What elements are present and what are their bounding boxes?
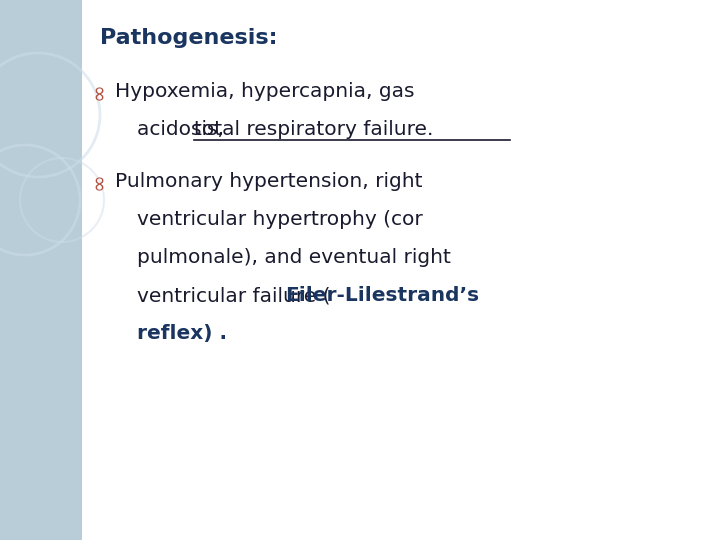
Text: ∞: ∞ <box>88 172 108 190</box>
Text: acidosis,: acidosis, <box>137 120 230 139</box>
Text: pulmonale), and eventual right: pulmonale), and eventual right <box>137 248 451 267</box>
Text: Pathogenesis:: Pathogenesis: <box>100 28 277 48</box>
Text: Pulmonary hypertension, right: Pulmonary hypertension, right <box>115 172 423 191</box>
Text: Eiler-Lilestrand’s: Eiler-Lilestrand’s <box>285 286 479 305</box>
Text: Hypoxemia, hypercapnia, gas: Hypoxemia, hypercapnia, gas <box>115 82 415 101</box>
Bar <box>0 0 82 540</box>
Text: ventricular failure (: ventricular failure ( <box>137 286 330 305</box>
Text: ventricular hypertrophy (cor: ventricular hypertrophy (cor <box>137 210 423 229</box>
Text: ∞: ∞ <box>88 82 108 100</box>
Text: total respiratory failure.: total respiratory failure. <box>194 120 433 139</box>
Text: reflex) .: reflex) . <box>137 324 227 343</box>
